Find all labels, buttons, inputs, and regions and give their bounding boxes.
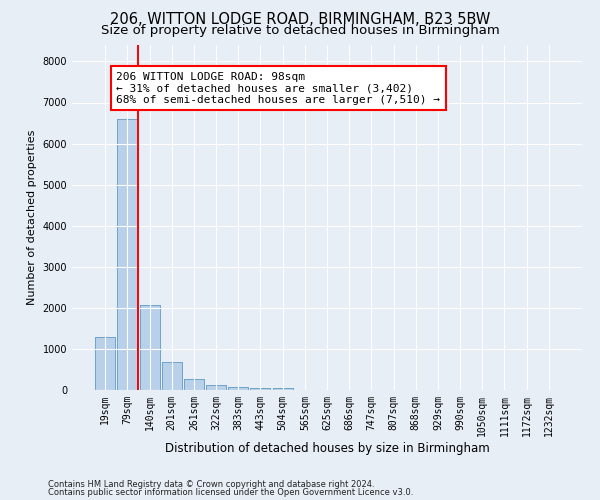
Bar <box>184 379 204 390</box>
Text: Contains public sector information licensed under the Open Government Licence v3: Contains public sector information licen… <box>48 488 413 497</box>
Bar <box>118 119 137 390</box>
Text: 206, WITTON LODGE ROAD, BIRMINGHAM, B23 5BW: 206, WITTON LODGE ROAD, BIRMINGHAM, B23 … <box>110 12 490 28</box>
Bar <box>140 305 160 390</box>
Bar <box>95 336 115 390</box>
Bar <box>272 388 293 390</box>
Bar <box>95 336 115 390</box>
Bar <box>184 379 204 390</box>
Bar <box>140 305 160 390</box>
Y-axis label: Number of detached properties: Number of detached properties <box>27 130 37 305</box>
Bar <box>162 362 182 390</box>
Bar <box>206 384 226 390</box>
Bar <box>272 388 293 390</box>
Text: Contains HM Land Registry data © Crown copyright and database right 2024.: Contains HM Land Registry data © Crown c… <box>48 480 374 489</box>
Bar <box>250 388 271 390</box>
Bar <box>162 362 182 390</box>
Bar <box>228 386 248 390</box>
Text: 206 WITTON LODGE ROAD: 98sqm
← 31% of detached houses are smaller (3,402)
68% of: 206 WITTON LODGE ROAD: 98sqm ← 31% of de… <box>116 72 440 105</box>
X-axis label: Distribution of detached houses by size in Birmingham: Distribution of detached houses by size … <box>164 442 490 454</box>
Bar <box>228 386 248 390</box>
Bar <box>206 384 226 390</box>
Bar <box>250 388 271 390</box>
Bar <box>118 119 137 390</box>
Text: Size of property relative to detached houses in Birmingham: Size of property relative to detached ho… <box>101 24 499 37</box>
